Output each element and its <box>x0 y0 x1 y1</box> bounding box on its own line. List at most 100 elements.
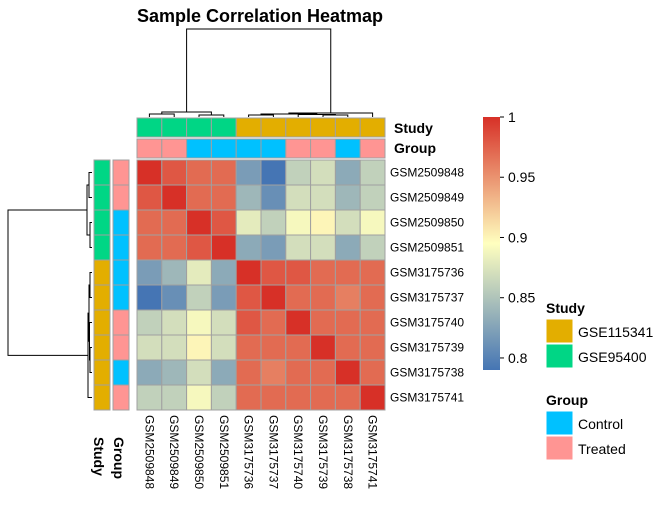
heatmap-cell <box>285 384 312 411</box>
heatmap-cell <box>186 334 212 361</box>
row-study-cell <box>93 284 111 311</box>
heatmap-cell <box>161 184 188 211</box>
legend-group-title: Group <box>546 392 588 408</box>
row-group-cell <box>112 384 130 411</box>
heatmap-cell <box>186 284 212 311</box>
column-label: GSM3175740 <box>291 415 305 489</box>
col-group-cell <box>235 138 262 159</box>
heatmap-cell <box>210 209 237 236</box>
heatmap-cell <box>310 259 336 286</box>
row-group-cell <box>112 209 130 236</box>
row-label: GSM3175740 <box>390 316 464 330</box>
row-labels: GSM2509848 GSM2509849 GSM2509850 GSM2509851… <box>390 166 464 405</box>
heatmap-cell <box>136 359 163 386</box>
row-study-cell <box>93 309 111 336</box>
heatmap-cell <box>161 359 188 386</box>
dendrogram-link <box>198 114 225 117</box>
study-bar-label-vertical: Study <box>91 437 107 476</box>
col-study-cell <box>285 117 312 138</box>
legend-label-gse115341: GSE115341 <box>578 324 653 340</box>
column-label: GSM3175741 <box>366 415 380 489</box>
dendrogram-link <box>89 322 92 361</box>
heatmap-cell <box>210 184 237 211</box>
heatmap-cell <box>310 184 336 211</box>
dendrogram-link <box>248 114 274 117</box>
heatmap-cell <box>359 384 386 411</box>
heatmap-cell <box>161 309 188 336</box>
legend: Study GSE115341 GSE95400 Group Control T… <box>545 300 653 461</box>
colorbar: 0.8 0.85 0.9 0.95 1 <box>483 109 535 370</box>
legend-label-control: Control <box>578 416 623 432</box>
heatmap-cell <box>161 159 188 186</box>
colorbar-tick-label: 0.9 <box>508 229 528 245</box>
heatmap-cell <box>161 284 188 311</box>
row-group-cell <box>112 234 130 261</box>
column-label: GSM3175737 <box>266 415 280 489</box>
heatmap-cell <box>186 234 212 261</box>
dendrogram-link <box>186 28 332 113</box>
dendrogram-link <box>89 222 92 248</box>
row-label: GSM2509851 <box>390 241 464 255</box>
heatmap-cell <box>210 334 237 361</box>
col-study-cell <box>235 117 262 138</box>
heatmap-cell <box>359 359 386 386</box>
row-label: GSM3175741 <box>390 391 464 405</box>
heatmap-cell <box>186 209 212 236</box>
study-bar-label: Study <box>394 120 433 136</box>
heatmap-cell <box>186 359 212 386</box>
row-study-cell <box>93 384 111 411</box>
row-study-cell <box>93 334 111 361</box>
col-group-cell <box>186 138 212 159</box>
heatmap-cell <box>136 309 163 336</box>
heatmap-cell <box>136 384 163 411</box>
row-study-cell <box>93 259 111 286</box>
legend-label-treated: Treated <box>578 441 626 457</box>
legend-swatch-control <box>545 410 574 436</box>
heatmap-cell <box>359 334 386 361</box>
heatmap-cell <box>210 159 237 186</box>
heatmap-cell <box>310 159 336 186</box>
column-label: GSM2509848 <box>142 415 156 489</box>
column-label: GSM3175739 <box>316 415 330 489</box>
heatmap-cell <box>235 334 262 361</box>
row-group-cell <box>112 259 130 286</box>
dendrogram-link <box>148 113 175 117</box>
row-label: GSM2509849 <box>390 191 464 205</box>
chart-title: Sample Correlation Heatmap <box>137 6 383 26</box>
legend-swatch-gse95400 <box>545 343 574 369</box>
heatmap-cell <box>136 234 163 261</box>
col-group-cell <box>210 138 237 159</box>
colorbar-tick-label: 0.8 <box>508 350 528 366</box>
legend-swatch-gse115341 <box>545 318 574 344</box>
heatmap-cell <box>334 209 361 236</box>
row-group-cell <box>112 159 130 186</box>
row-dendrogram <box>7 172 92 398</box>
heatmap-cell <box>334 359 361 386</box>
legend-study-title: Study <box>546 300 585 316</box>
heatmap-cell <box>310 309 336 336</box>
heatmap-cell <box>359 284 386 311</box>
heatmap-cell <box>359 209 386 236</box>
group-bar-label: Group <box>394 140 436 156</box>
dendrogram-link <box>322 114 349 117</box>
col-group-cell <box>161 138 188 159</box>
heatmap-cell <box>285 309 312 336</box>
row-study-cell <box>93 234 111 261</box>
heatmap-cell <box>235 359 262 386</box>
heatmap-cell <box>260 384 287 411</box>
heatmap-cell <box>235 159 262 186</box>
heatmap-cell <box>359 309 386 336</box>
legend-swatch-treated <box>545 435 574 461</box>
heatmap-cells <box>136 159 386 411</box>
heatmap-cell <box>334 184 361 211</box>
heatmap-cell <box>136 284 163 311</box>
heatmap-cell <box>285 184 312 211</box>
col-study-cell <box>310 117 336 138</box>
column-label: GSM2509849 <box>167 415 181 489</box>
colorbar-tick-label: 0.85 <box>508 290 535 306</box>
column-label: GSM3175738 <box>341 415 355 489</box>
row-group-cell <box>112 334 130 361</box>
dendrogram-link <box>89 347 92 373</box>
row-study-cell <box>93 359 111 386</box>
col-study-cell <box>359 117 386 138</box>
